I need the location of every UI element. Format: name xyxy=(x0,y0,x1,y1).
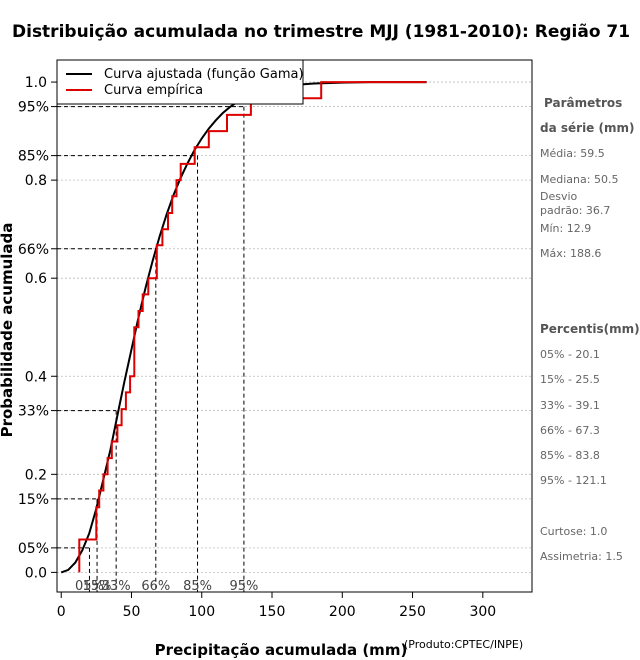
percentile-x-label: 85% xyxy=(183,579,212,594)
legend-label-empirical: Curva empírica xyxy=(104,83,203,98)
x-tick-label: 150 xyxy=(259,604,286,620)
percentil-95: 95% - 121.1 xyxy=(540,474,607,487)
y-tick-label: 0.6 xyxy=(25,271,47,287)
percentil-05: 05% - 20.1 xyxy=(540,348,600,361)
x-tick-label: 100 xyxy=(188,604,215,620)
params-heading-1: Parâmetros xyxy=(544,96,622,110)
credit-label: (Produto:CPTEC/INPE) xyxy=(404,638,523,651)
y-percentile-label: 05% xyxy=(18,541,49,557)
y-tick-label: 0.0 xyxy=(25,565,47,581)
y-axis-label: Probabilidade acumulada xyxy=(0,223,16,438)
legend-label-fitted: Curva ajustada (função Gama) xyxy=(104,67,304,82)
percentil-15: 15% - 25.5 xyxy=(540,373,600,386)
chart-title: Distribuição acumulada no trimestre MJJ … xyxy=(12,22,630,42)
stat-assimetria: Assimetria: 1.5 xyxy=(540,550,623,563)
x-axis-label: Precipitação acumulada (mm) xyxy=(155,641,408,659)
stat-max: Máx: 188.6 xyxy=(540,247,601,260)
axes: 0 50 100 150 200 250 300 0.0 0.2 0.4 0.6 0.8 1.0 05% 1… xyxy=(18,75,496,620)
y-tick-label: 0.8 xyxy=(25,173,47,189)
stat-mediana: Mediana: 50.5 xyxy=(540,173,618,186)
percentile-x-label: 66% xyxy=(141,579,170,594)
y-percentile-label: 85% xyxy=(18,149,49,165)
x-tick-label: 50 xyxy=(123,604,141,620)
stat-desvio-1: Desvio xyxy=(540,190,578,203)
empirical-step-curve xyxy=(78,81,427,573)
percentile-x-label: 15% xyxy=(83,579,112,594)
plot-frame xyxy=(56,59,533,593)
params-heading-2: da série (mm) xyxy=(540,121,634,135)
percentil-33: 33% - 39.1 xyxy=(540,399,600,412)
x-tick-label: 300 xyxy=(469,604,496,620)
side-panel: Parâmetros da série (mm) Média: 59.5 Med… xyxy=(540,96,640,563)
y-tick-label: 0.4 xyxy=(25,369,47,385)
percentil-85: 85% - 83.8 xyxy=(540,449,600,462)
percentis-heading: Percentis(mm) xyxy=(540,322,640,336)
x-tick-label: 250 xyxy=(399,604,426,620)
x-tick-label: 200 xyxy=(329,604,356,620)
percentile-x-label: 33% xyxy=(102,579,131,594)
percentile-x-label: 95% xyxy=(229,579,258,594)
y-percentile-label: 15% xyxy=(18,492,49,508)
stat-media: Média: 59.5 xyxy=(540,147,605,160)
y-percentile-label: 66% xyxy=(18,242,49,258)
stat-min: Mín: 12.9 xyxy=(540,222,591,235)
stat-curtose: Curtose: 1.0 xyxy=(540,525,607,538)
y-tick-label: 1.0 xyxy=(25,75,47,91)
y-percentile-label: 95% xyxy=(18,100,49,116)
y-percentile-label: 33% xyxy=(18,404,49,420)
x-tick-label: 0 xyxy=(57,604,66,620)
legend-box xyxy=(56,59,304,105)
percentile-markers: 05%15%33% 66% 85% 95% xyxy=(57,106,258,594)
percentil-66: 66% - 67.3 xyxy=(540,424,600,437)
stat-desvio-2: padrão: 36.7 xyxy=(540,204,610,217)
y-tick-label: 0.2 xyxy=(25,467,47,483)
legend: Curva ajustada (função Gama) Curva empír… xyxy=(56,59,304,105)
